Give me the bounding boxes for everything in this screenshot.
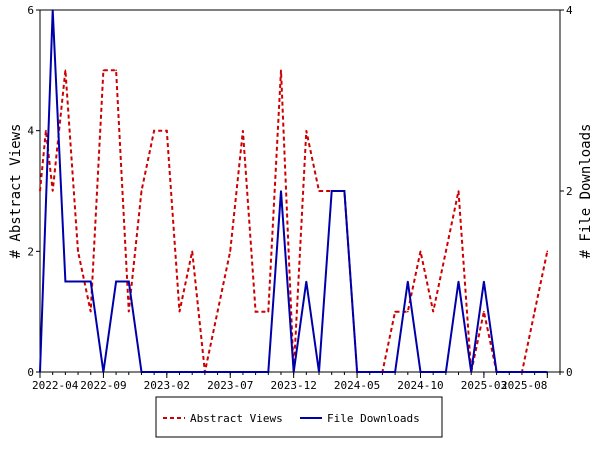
plot-frame (39, 9, 561, 373)
data-point-abstract-views (280, 69, 282, 72)
legend-label-abstract-views: Abstract Views (190, 412, 283, 425)
data-point-abstract-views (64, 69, 67, 72)
data-point-abstract-views (178, 310, 181, 313)
series-line-file-downloads (39, 9, 548, 373)
data-point-abstract-views (546, 250, 549, 253)
data-point-abstract-views (432, 310, 434, 313)
data-point-file-downloads (457, 280, 460, 283)
y-left-tick-label: 6 (27, 4, 34, 17)
data-point-file-downloads (51, 9, 54, 11)
x-tick-label: 2024-05 (334, 379, 380, 392)
y-right-tick-label: 0 (566, 366, 573, 379)
data-point-file-downloads (89, 280, 92, 283)
y-left-tick-label: 4 (27, 125, 34, 138)
data-point-abstract-views (51, 190, 54, 192)
x-tick-label: 2025-08 (501, 379, 547, 392)
data-point-abstract-views (127, 310, 130, 313)
y-axis-right-label: # File Downloads (578, 124, 594, 259)
data-point-abstract-views (140, 190, 143, 192)
data-point-file-downloads (127, 280, 130, 283)
tick-layer: 0 2 4 6 0 2 4 2022-04 2022-09 2023-02 2023-07 2023-… (27, 4, 573, 392)
data-point-abstract-views (254, 310, 257, 313)
data-point-abstract-views (318, 190, 320, 192)
legend-label-file-downloads: File Downloads (327, 412, 420, 425)
x-tick-label: 2023-07 (207, 379, 253, 392)
data-point-abstract-views (407, 310, 409, 313)
y-right-tick-label: 4 (566, 4, 573, 17)
y-axis-left-label: # Abstract Views (8, 124, 24, 259)
data-point-abstract-views (242, 129, 244, 132)
data-point-abstract-views (457, 190, 460, 192)
data-point-abstract-views (45, 129, 47, 132)
series-layer (39, 9, 549, 373)
data-point-abstract-views (394, 310, 396, 313)
x-tick-label: 2022-09 (80, 379, 126, 392)
data-point-abstract-views (153, 129, 155, 132)
x-tick-label: 2023-12 (270, 379, 316, 392)
y-left-tick-label: 0 (27, 366, 34, 379)
data-point-file-downloads (64, 280, 67, 283)
data-point-abstract-views (445, 250, 447, 253)
data-point-abstract-views (533, 310, 536, 313)
x-tick-label: 2025-03 (461, 379, 507, 392)
data-point-file-downloads (407, 280, 409, 283)
data-point-file-downloads (280, 190, 282, 192)
data-point-abstract-views (115, 69, 117, 72)
legend: Abstract Views File Downloads (155, 396, 443, 438)
data-point-abstract-views (483, 310, 485, 313)
data-point-file-downloads (343, 190, 346, 192)
x-tick-label: 2023-02 (144, 379, 190, 392)
data-point-file-downloads (115, 280, 117, 283)
data-point-abstract-views (191, 250, 193, 253)
x-tick-label: 2024-10 (397, 379, 443, 392)
data-point-abstract-views (419, 250, 422, 253)
data-point-abstract-views (166, 129, 168, 132)
x-tick-label: 2022-04 (32, 379, 79, 392)
chart-frame (39, 9, 561, 373)
data-point-file-downloads (77, 280, 79, 283)
legend-box (155, 396, 443, 438)
data-point-abstract-views (77, 250, 79, 253)
series-line-abstract-views (39, 69, 549, 373)
data-point-file-downloads (483, 280, 485, 283)
y-right-tick-label: 2 (566, 185, 573, 198)
data-point-abstract-views (89, 310, 92, 313)
data-point-abstract-views (102, 69, 105, 72)
data-point-file-downloads (305, 280, 308, 283)
y-left-tick-label: 2 (27, 245, 34, 258)
data-point-abstract-views (305, 129, 308, 132)
data-point-abstract-views (39, 190, 41, 192)
data-point-abstract-views (229, 250, 232, 253)
data-point-abstract-views (267, 310, 270, 313)
data-point-file-downloads (330, 190, 333, 192)
